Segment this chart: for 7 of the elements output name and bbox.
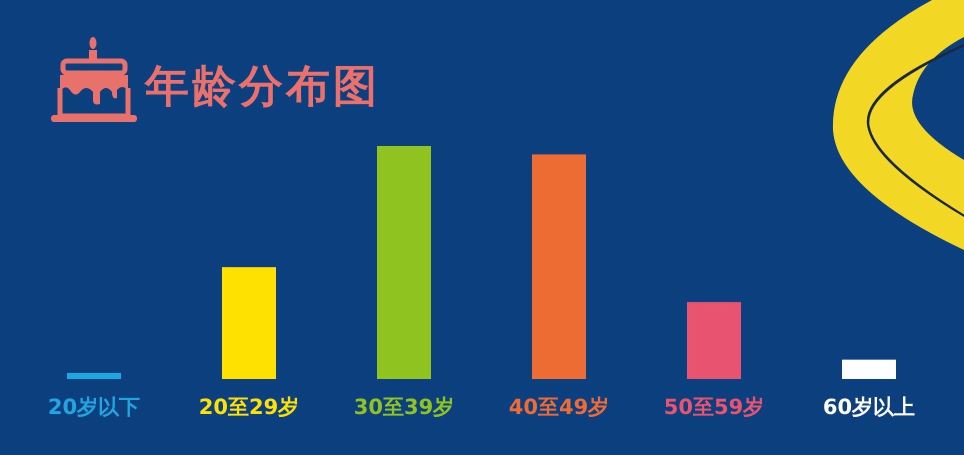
x-tick-label: 20岁以下 (48, 395, 140, 419)
x-tick-label: 60岁以上 (822, 395, 916, 419)
chart-title: 年龄分布图 (144, 61, 380, 112)
x-tick-label: 20至29岁 (198, 395, 300, 419)
x-tick-label: 40至49岁 (508, 395, 610, 419)
x-tick-label: 50至59岁 (664, 395, 764, 419)
x-tick-label: 30至39岁 (354, 395, 454, 419)
